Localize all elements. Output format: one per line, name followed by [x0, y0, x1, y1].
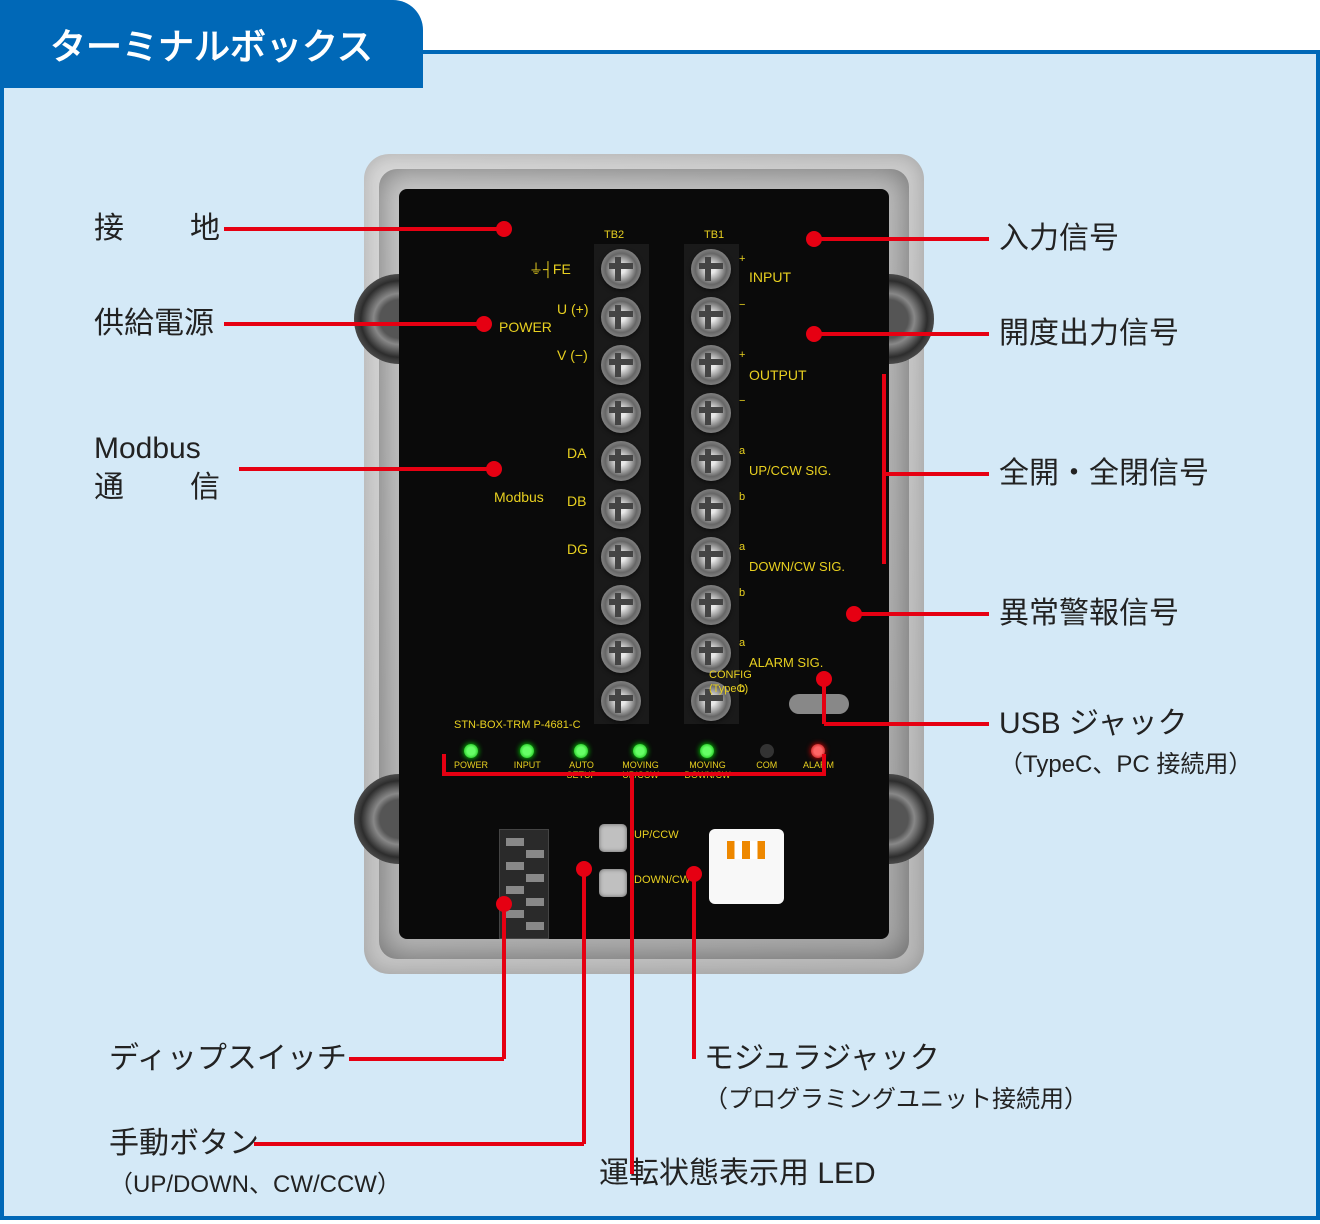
led-row: POWER INPUT AUTO SETUP MOVING UP/CCW MOV… [454, 744, 834, 794]
silk-upccw: UP/CCW SIG. [749, 463, 831, 478]
silk-minus2: − [739, 395, 745, 407]
terminal-screw [601, 681, 641, 721]
silk-output: OUTPUT [749, 367, 807, 383]
terminal-screw [601, 489, 641, 529]
dip-switch [499, 829, 549, 939]
pcb: TB2 ⏚┤FE POWER U (+) V (−) Modbus DA DB … [399, 189, 889, 939]
callout-ground: 接 地 [94, 209, 222, 248]
terminal-screw [601, 393, 641, 433]
silk-da: DA [567, 445, 586, 461]
led-alarm [811, 744, 825, 758]
silk-a2: a [739, 541, 745, 553]
silk-fe: ⏚┤FE [529, 259, 571, 279]
led-power [464, 744, 478, 758]
callout-modular: モジュラジャック （プログラミングユニット接続用） [704, 1039, 1088, 1117]
terminal-screw [601, 441, 641, 481]
silk-btn-up: UP/CCW [634, 829, 679, 841]
terminal-screw [601, 585, 641, 625]
silk-power: POWER [499, 319, 552, 335]
silk-b1: b [739, 491, 745, 503]
silk-alarm: ALARM SIG. [749, 655, 823, 670]
callout-output: 開度出力信号 [999, 314, 1179, 353]
terminal-screw [601, 633, 641, 673]
led-input [520, 744, 534, 758]
silk-a3: a [739, 637, 745, 649]
silk-tb1: TB1 [704, 229, 724, 241]
terminal-screw [601, 537, 641, 577]
led-autosetup [574, 744, 588, 758]
silk-minus: − [739, 299, 745, 311]
terminal-screw [691, 633, 731, 673]
terminal-screw [691, 297, 731, 337]
terminal-screw [691, 585, 731, 625]
led-moving-down [700, 744, 714, 758]
callout-power: 供給電源 [94, 304, 214, 343]
callout-alarm: 異常警報信号 [999, 594, 1179, 633]
silk-plus: + [739, 253, 745, 265]
silk-tb2: TB2 [604, 229, 624, 241]
terminal-box-device: TB2 ⏚┤FE POWER U (+) V (−) Modbus DA DB … [364, 154, 924, 974]
silk-a1: a [739, 445, 745, 457]
callout-led: 運転状態表示用 LED [599, 1154, 876, 1193]
silk-v: V (−) [557, 347, 588, 363]
callout-openclose: 全開・全閉信号 [999, 454, 1209, 493]
callout-modbus: Modbus 通 信 [94, 429, 222, 507]
callout-input: 入力信号 [999, 219, 1119, 258]
silk-config: CONFIG [709, 669, 752, 681]
silk-b2: b [739, 587, 745, 599]
terminal-screw [691, 441, 731, 481]
manual-button-up [599, 824, 627, 852]
silk-dg: DG [567, 541, 588, 557]
silk-u: U (+) [557, 301, 589, 317]
terminal-screw [691, 393, 731, 433]
terminal-screw [691, 249, 731, 289]
terminal-screw [601, 297, 641, 337]
silk-plus2: + [739, 349, 745, 361]
terminal-screw [691, 489, 731, 529]
callout-dip: ディップスイッチ [109, 1039, 347, 1078]
terminal-screw [691, 345, 731, 385]
manual-button-down [599, 869, 627, 897]
silk-modbus: Modbus [494, 489, 544, 505]
main-panel: TB2 ⏚┤FE POWER U (+) V (−) Modbus DA DB … [0, 50, 1320, 1220]
silk-config-sub: (TypeC) [709, 683, 748, 695]
silk-db: DB [567, 493, 586, 509]
callout-usb: USB ジャック （TypeC、PC 接続用） [999, 704, 1252, 782]
title-tab: ターミナルボックス [0, 0, 423, 88]
silk-input: INPUT [749, 269, 791, 285]
modular-jack [709, 829, 784, 904]
silk-downcw: DOWN/CW SIG. [749, 559, 845, 574]
silk-pcbid: STN-BOX-TRM P-4681-C [454, 719, 581, 731]
terminal-screw [601, 249, 641, 289]
led-com [760, 744, 774, 758]
led-moving-up [633, 744, 647, 758]
callout-manual: 手動ボタン （UP/DOWN、CW/CCW） [109, 1124, 401, 1202]
silk-btn-down: DOWN/CW [634, 874, 690, 886]
terminal-screw [691, 537, 731, 577]
usb-typec-port [789, 694, 849, 714]
terminal-screw [601, 345, 641, 385]
